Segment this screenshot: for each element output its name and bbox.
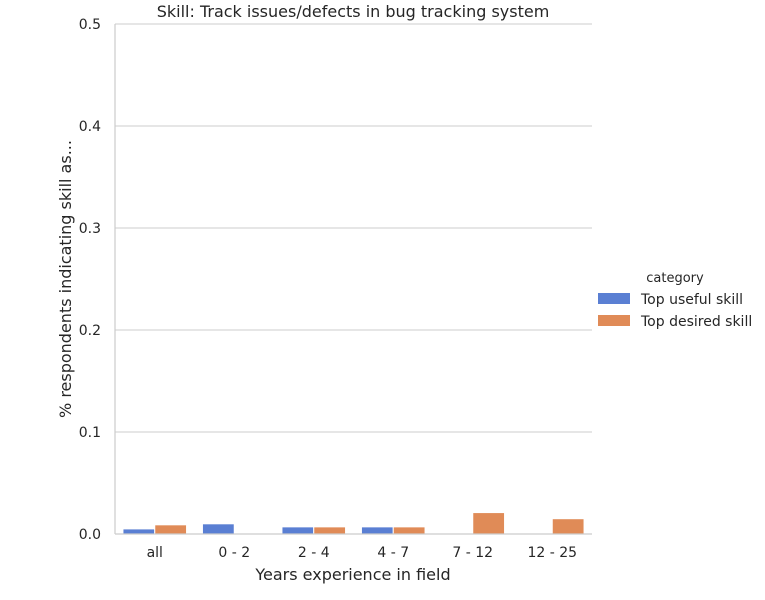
y-tick-label: 0.1 — [79, 425, 101, 441]
y-tick-label: 0.5 — [79, 17, 101, 33]
legend-swatch-top-desired — [598, 315, 630, 326]
x-tick-label: 7 - 12 — [452, 545, 493, 561]
tick-labels: 0.0 0.1 0.2 0.3 0.4 0.5 all 0 - 2 2 - 4 4 - 7 7 - … — [79, 17, 577, 561]
x-tick-label: all — [147, 545, 163, 561]
y-tick-label: 0.4 — [79, 119, 101, 135]
x-axis-title: Years experience in field — [254, 565, 450, 584]
legend-title: category — [646, 271, 704, 286]
bar — [551, 518, 585, 535]
y-tick-label: 0.3 — [79, 221, 101, 237]
bar — [122, 528, 156, 535]
y-axis-title: % respondents indicating skill as... — [56, 140, 75, 418]
bar — [281, 526, 315, 535]
legend-swatch-top-useful — [598, 293, 630, 304]
grid-lines — [115, 23, 592, 535]
axes — [114, 24, 592, 535]
y-tick-label: 0.2 — [79, 323, 101, 339]
legend-label-top-desired: Top desired skill — [640, 314, 752, 330]
legend-label-top-useful: Top useful skill — [640, 292, 743, 308]
bars — [122, 512, 585, 535]
x-tick-label: 4 - 7 — [377, 545, 409, 561]
bar — [472, 512, 506, 535]
bar — [392, 526, 426, 535]
legend: category Top useful skill Top desired sk… — [598, 271, 752, 330]
bar — [360, 526, 394, 535]
x-tick-label: 0 - 2 — [218, 545, 250, 561]
chart-title: Skill: Track issues/defects in bug track… — [157, 2, 550, 21]
x-tick-label: 2 - 4 — [298, 545, 330, 561]
bar — [154, 524, 188, 535]
y-tick-label: 0.0 — [79, 527, 101, 543]
bar — [313, 526, 347, 535]
x-tick-label: 12 - 25 — [527, 545, 577, 561]
bar — [201, 523, 235, 535]
